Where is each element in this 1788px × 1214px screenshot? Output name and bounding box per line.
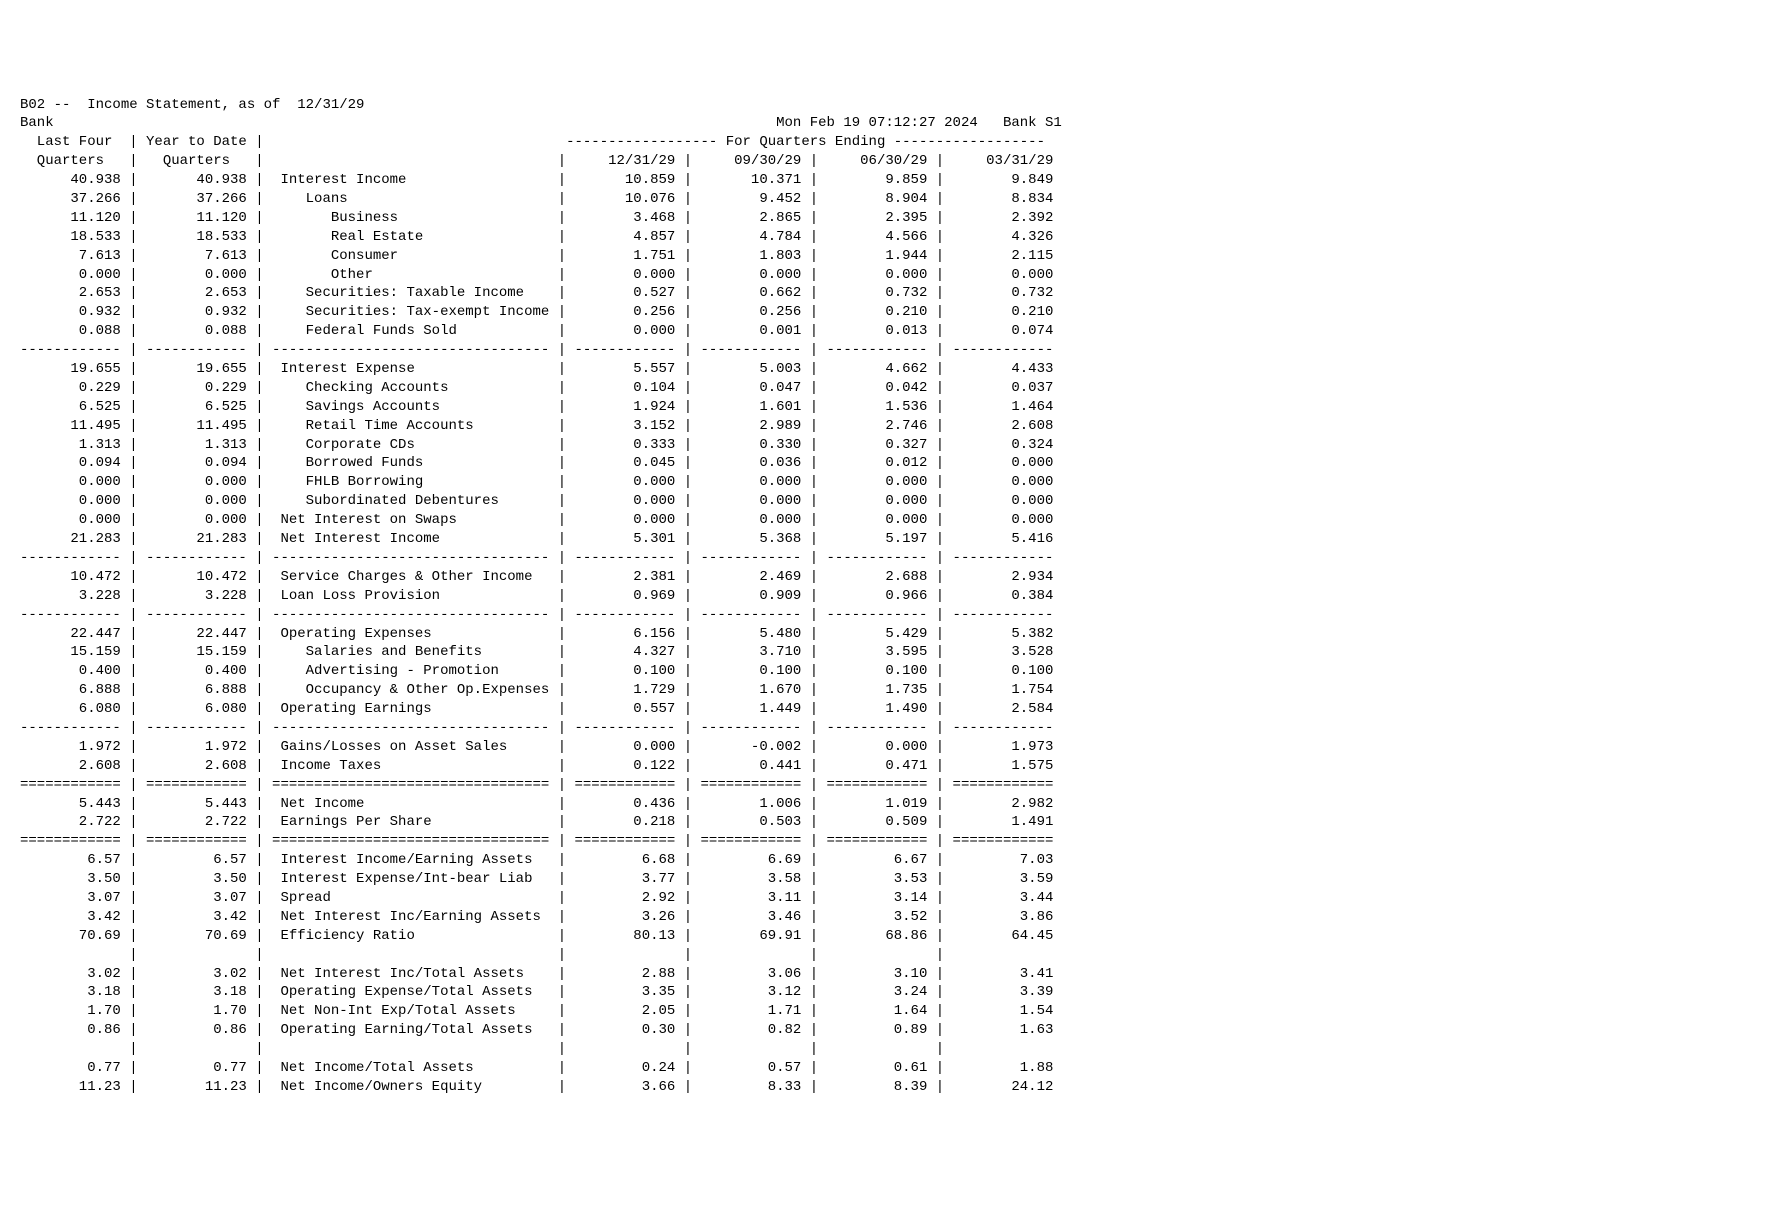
income-statement-report: B02 -- Income Statement, as of 12/31/29 … [20, 96, 1768, 1097]
